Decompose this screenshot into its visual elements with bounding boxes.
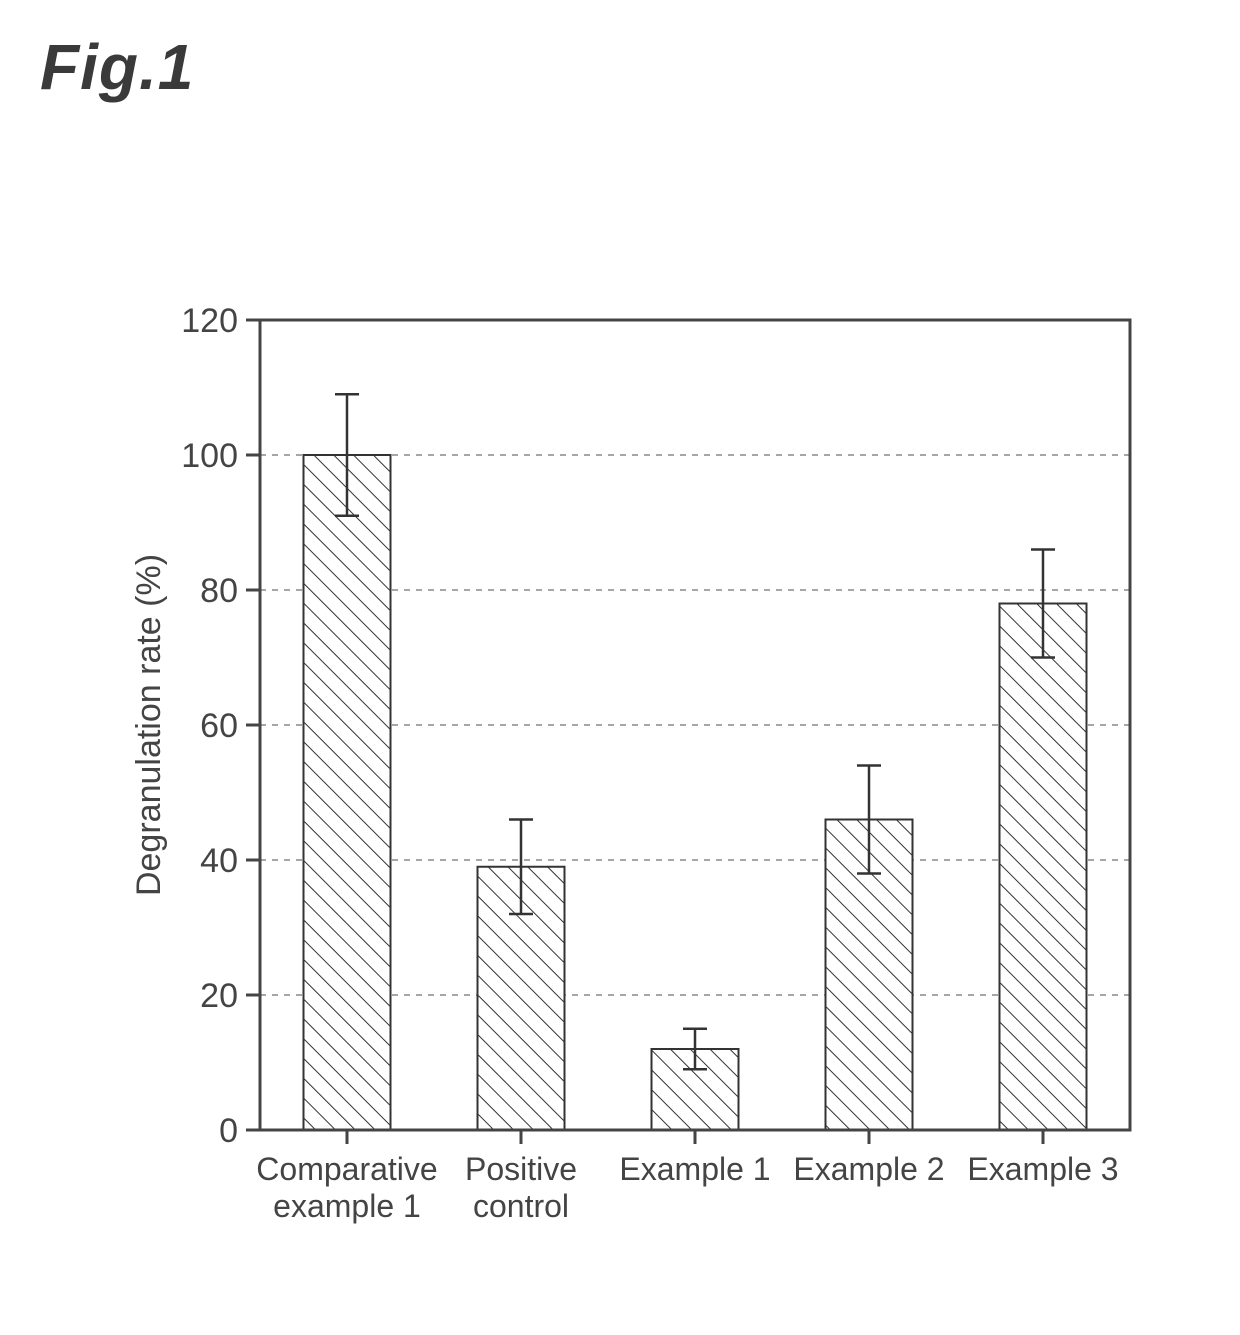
xtick-label: Example 1: [619, 1151, 770, 1187]
ytick-label: 0: [219, 1112, 238, 1150]
bar: [304, 394, 391, 1130]
bar: [826, 766, 913, 1131]
ytick-label: 20: [200, 977, 238, 1015]
ytick-label: 100: [181, 437, 238, 475]
xtick-label: Example 2: [793, 1151, 944, 1187]
ytick-label: 60: [200, 707, 238, 745]
ytick-label: 40: [200, 842, 238, 880]
xtick-label: Comparativeexample 1: [256, 1151, 437, 1224]
y-axis-label: Degranulation rate (%): [130, 554, 168, 896]
xtick-label: Example 3: [967, 1151, 1118, 1187]
bar: [1000, 550, 1087, 1131]
ytick-label: 80: [200, 572, 238, 610]
degranulation-bar-chart: 0 20 40 60 80 100 120 Comparativeexample 1 Posit…: [120, 300, 1160, 1280]
bar: [478, 820, 565, 1131]
figure-label: Fig.1: [40, 30, 194, 104]
ytick-label: 120: [181, 302, 238, 340]
xtick-label: Positivecontrol: [465, 1151, 577, 1224]
